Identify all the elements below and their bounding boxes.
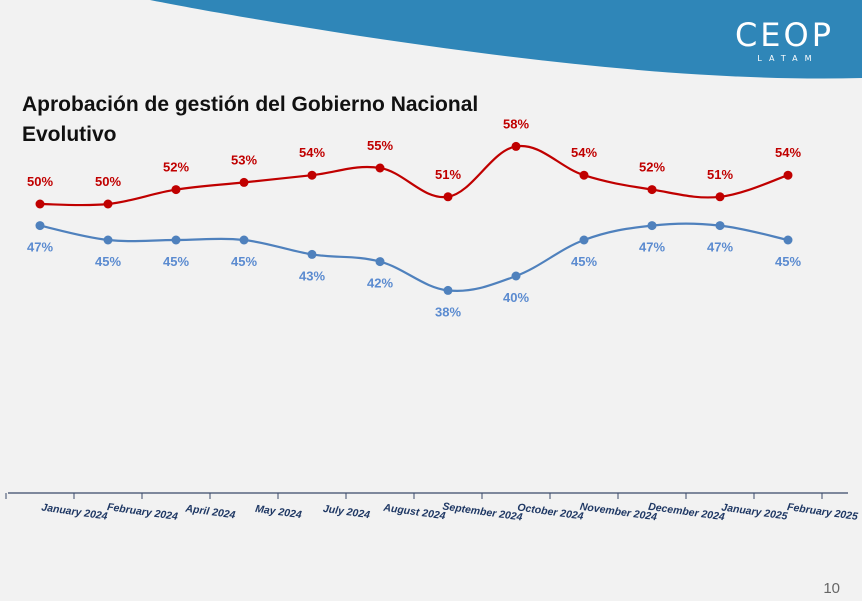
x-tick-label: October 2024 [517, 501, 585, 522]
data-label-0: 50% [27, 174, 53, 189]
series-point-1 [715, 221, 725, 231]
data-label-1: 45% [95, 254, 121, 269]
series-line-0 [39, 144, 789, 207]
x-tick-label: September 2024 [442, 500, 524, 523]
series-point-1 [171, 235, 181, 245]
x-tick-label: July 2024 [322, 503, 371, 521]
chart-title-line1: Aprobación de gestión del Gobierno Nacio… [22, 93, 479, 116]
data-label-0: 52% [639, 160, 665, 175]
series-point-0 [715, 192, 725, 202]
series-point-1 [783, 235, 793, 245]
data-label-1: 40% [503, 290, 529, 305]
data-label-1: 47% [639, 240, 665, 255]
series-point-1 [579, 235, 589, 245]
series-point-1 [35, 221, 45, 231]
series-point-1 [375, 257, 385, 267]
logo-main-text: CEOP [734, 16, 834, 54]
data-label-1: 45% [231, 254, 257, 269]
series-point-1 [103, 235, 113, 245]
data-label-1: 47% [27, 240, 53, 255]
data-label-1: 45% [163, 254, 189, 269]
data-label-1: 45% [775, 254, 801, 269]
series-point-0 [239, 177, 249, 187]
data-label-1: 43% [299, 268, 325, 283]
data-label-1: 45% [571, 254, 597, 269]
series-point-0 [783, 170, 793, 180]
series-point-1 [647, 221, 657, 231]
data-label-0: 54% [775, 145, 801, 160]
data-label-0: 54% [571, 145, 597, 160]
series-point-0 [511, 141, 521, 151]
series-point-0 [171, 185, 181, 195]
series-point-0 [443, 192, 453, 202]
x-tick-label: December 2024 [647, 501, 725, 524]
x-tick-label: May 2024 [254, 503, 302, 521]
x-tick-label: April 2024 [184, 502, 237, 521]
data-label-1: 47% [707, 240, 733, 255]
series-point-0 [375, 163, 385, 173]
x-tick-label: August 2024 [382, 502, 447, 523]
series-point-0 [35, 199, 45, 209]
data-label-1: 42% [367, 276, 393, 291]
data-label-1: 38% [435, 304, 461, 319]
x-tick-label: November 2024 [579, 501, 658, 524]
header-wave-shape [150, 0, 862, 79]
series-point-0 [647, 185, 657, 195]
x-tick-label: January 2024 [41, 501, 109, 522]
page-number: 10 [823, 580, 840, 597]
ceop-logo: CEOP LATAM [735, 18, 834, 63]
series-point-1 [511, 271, 521, 281]
data-label-0: 58% [503, 116, 529, 131]
data-label-0: 50% [95, 174, 121, 189]
chart-title-line2: Evolutivo [22, 123, 117, 146]
data-label-0: 54% [299, 145, 325, 160]
header-swoosh [150, 0, 862, 79]
data-label-0: 51% [707, 167, 733, 182]
x-tick-label: February 2025 [786, 501, 858, 523]
data-label-0: 53% [231, 152, 257, 167]
logo-sub-text: LATAM [757, 54, 819, 63]
data-label-0: 52% [163, 160, 189, 175]
series-line-1 [39, 222, 789, 292]
data-label-0: 51% [435, 167, 461, 182]
series-point-1 [307, 249, 317, 259]
data-label-0: 55% [367, 138, 393, 153]
series-point-1 [239, 235, 249, 245]
x-tick-label: January 2025 [721, 501, 789, 522]
chart-title: Aprobación de gestión del Gobierno Nacio… [22, 90, 478, 150]
series-point-0 [103, 199, 113, 209]
series-point-0 [307, 170, 317, 180]
x-tick-label: February 2024 [106, 501, 178, 523]
series-point-0 [579, 170, 589, 180]
series-point-1 [443, 285, 453, 295]
